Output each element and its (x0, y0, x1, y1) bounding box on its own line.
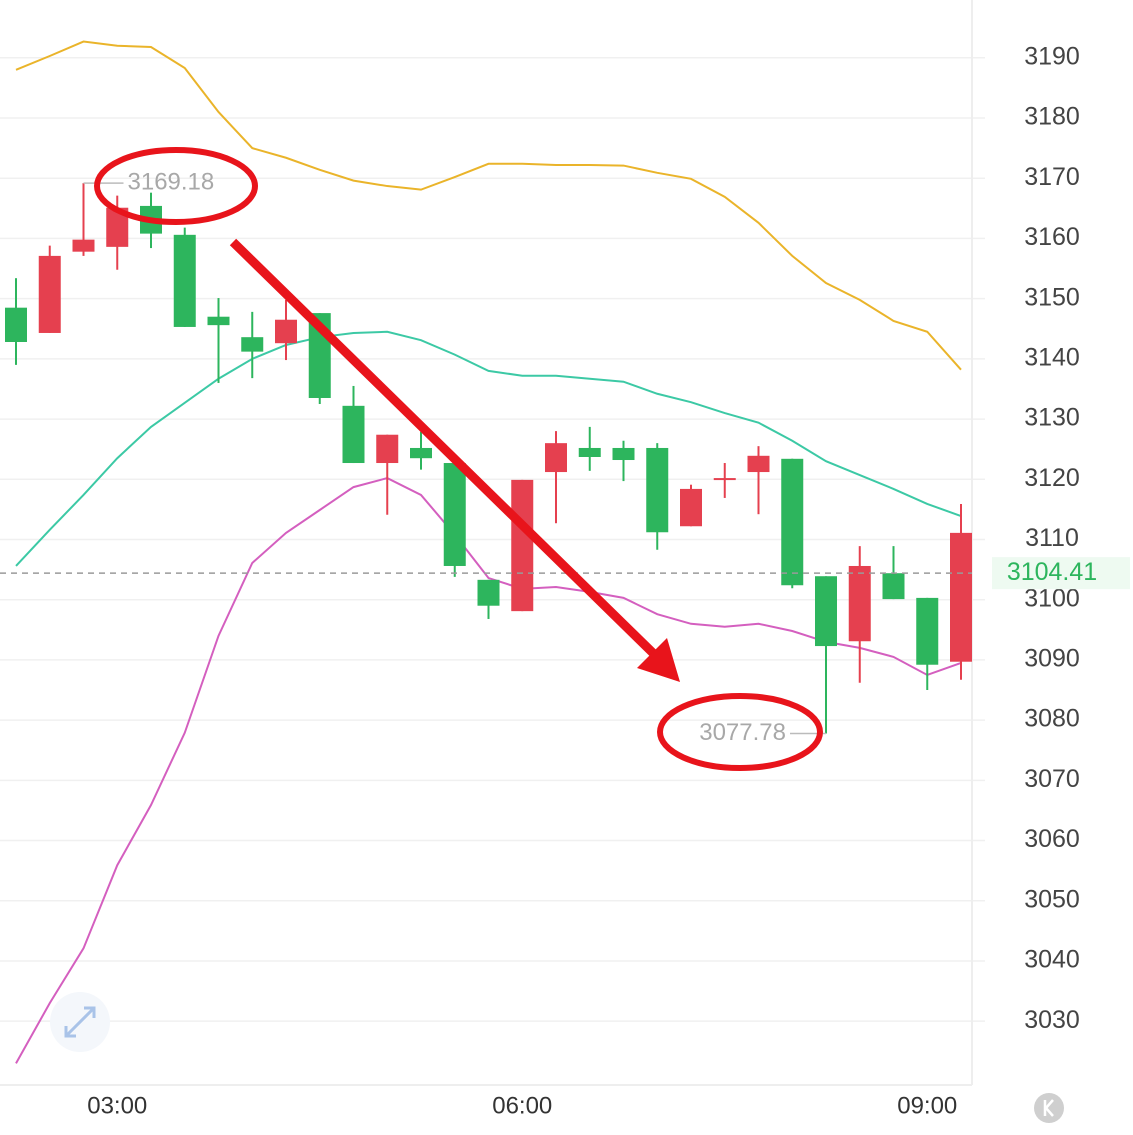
candle-body (646, 447, 669, 533)
candle-body (950, 532, 972, 662)
candle-body (713, 478, 736, 481)
y-tick-label: 3110 (1025, 524, 1079, 552)
last-price-label: 3104.41 (1007, 558, 1097, 586)
y-tick-label: 3140 (1024, 343, 1080, 371)
x-tick-label: 06:00 (492, 1092, 552, 1119)
candle-body (578, 447, 601, 458)
candle-body (443, 463, 466, 566)
y-tick-label: 3040 (1024, 946, 1080, 974)
candle-body (342, 405, 365, 464)
annotation-label: 3077.78 (699, 719, 786, 746)
y-tick-label: 3030 (1024, 1006, 1080, 1034)
y-tick-label: 3150 (1024, 283, 1080, 311)
expand-button[interactable] (50, 992, 110, 1052)
band-line (15, 40, 962, 371)
candle-body (916, 597, 939, 665)
y-tick-label: 3180 (1024, 103, 1080, 131)
y-tick-label: 3190 (1024, 42, 1080, 70)
candle-body (106, 207, 129, 247)
candle-body (207, 316, 230, 326)
annotation-label: 3169.18 (128, 169, 215, 196)
candle-body (5, 307, 27, 342)
candle-body (612, 447, 635, 461)
highlight-ellipse (657, 693, 823, 771)
band-line (15, 330, 962, 567)
candle-body (477, 579, 500, 606)
x-tick-label: 03:00 (87, 1092, 147, 1119)
highlight-ellipse (94, 147, 258, 225)
y-tick-label: 3060 (1024, 825, 1080, 853)
y-tick-label: 3120 (1024, 464, 1080, 492)
y-tick-label: 3070 (1024, 765, 1080, 793)
candle-body (848, 565, 871, 642)
candle-body (882, 573, 905, 600)
candle-body (747, 455, 770, 473)
y-tick-label: 3080 (1024, 705, 1080, 733)
x-tick-label: 09:00 (897, 1092, 957, 1119)
y-tick-label: 3050 (1024, 885, 1080, 913)
candle-body (545, 443, 567, 473)
candle-body (511, 479, 534, 612)
k-button[interactable] (1034, 1093, 1064, 1123)
candle-body (680, 488, 702, 527)
candle-body (815, 576, 837, 647)
candle-body (241, 337, 264, 352)
candle-body (173, 234, 196, 327)
y-tick-label: 3130 (1024, 404, 1080, 432)
trend-arrow (229, 238, 659, 659)
candle-body (275, 319, 297, 344)
candle-body (410, 447, 432, 459)
band-line (15, 477, 962, 1064)
candle-body (781, 458, 804, 586)
candle-body (38, 255, 61, 333)
y-tick-label: 3170 (1024, 163, 1080, 191)
last-price-box (992, 557, 1130, 590)
y-tick-label: 3160 (1024, 223, 1080, 251)
y-tick-label: 3090 (1024, 645, 1080, 673)
trend-arrowhead (637, 638, 680, 682)
candle-body (376, 434, 399, 464)
candle-body (72, 239, 95, 252)
